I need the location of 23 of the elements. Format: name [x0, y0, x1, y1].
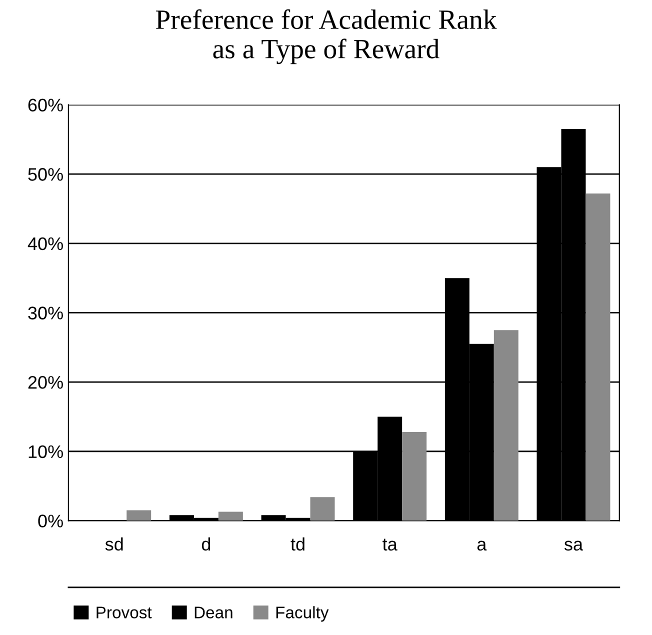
legend-label: Provost — [96, 606, 152, 618]
y-tick-label: 30% — [28, 306, 63, 320]
y-tick-label: 20% — [28, 376, 63, 389]
chart-title: Preference for Academic Rank as a Type of Reward — [156, 9, 497, 64]
legend-label: Faculty — [276, 606, 329, 622]
x-tick-label: ta — [382, 538, 398, 551]
bar — [402, 432, 427, 521]
y-tick-label: 50% — [28, 168, 63, 181]
x-tick-label: sa — [564, 540, 584, 551]
x-tick-label: td — [290, 537, 304, 551]
bar — [586, 194, 610, 521]
x-tick-label: a — [477, 540, 487, 551]
y-tick-label: 40% — [28, 237, 63, 250]
y-tick-label: 60% — [28, 98, 63, 112]
bar — [494, 330, 518, 521]
bar — [218, 512, 243, 521]
bar — [126, 510, 152, 521]
bar — [310, 497, 335, 521]
legend-label: Dean — [194, 606, 232, 618]
y-tick-label: 0% — [38, 514, 63, 528]
x-tick-label: d — [202, 537, 210, 551]
x-tick-label: sd — [105, 537, 123, 551]
y-tick-label: 10% — [28, 445, 63, 458]
